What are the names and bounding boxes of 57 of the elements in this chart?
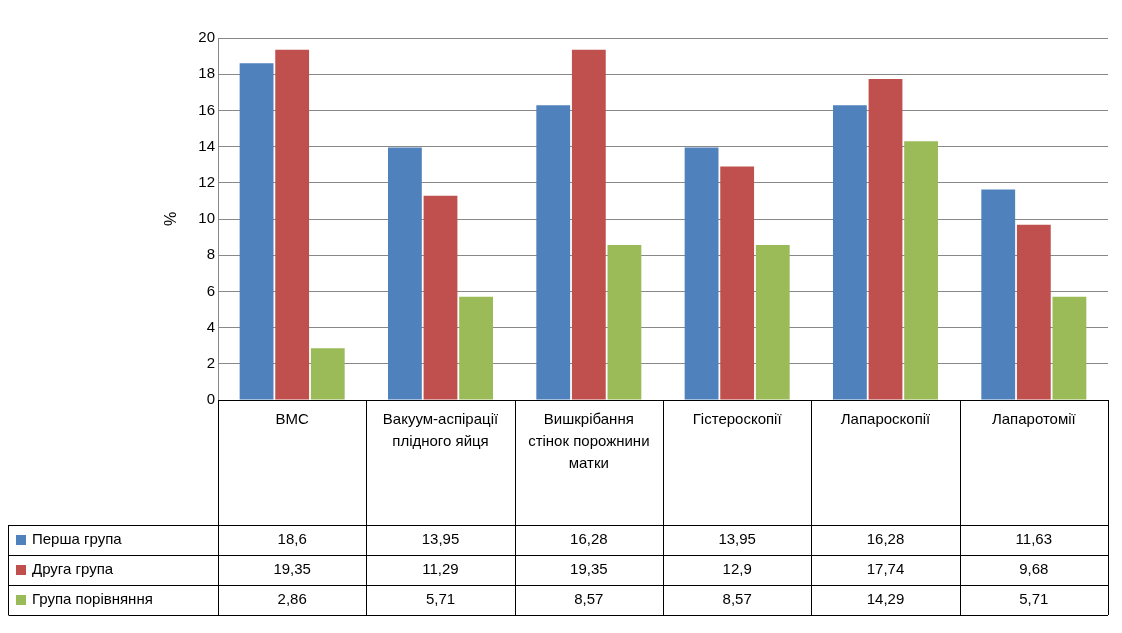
bar — [607, 244, 642, 400]
y-tick-label: 14 — [198, 136, 215, 154]
data-label: 19,35 — [570, 560, 608, 578]
legend-label: Перша група — [32, 530, 123, 548]
data-label: 11,29 — [422, 560, 459, 578]
bar — [536, 105, 571, 400]
y-tick-label: 4 — [206, 317, 215, 335]
y-tick-label: 10 — [198, 209, 215, 227]
y-axis-title: % — [162, 211, 180, 227]
x-tick-label: Лапаротомії — [991, 409, 1077, 427]
y-tick-label: 20 — [198, 28, 215, 46]
data-label: 18,6 — [277, 530, 307, 548]
y-tick-label: 2 — [206, 353, 215, 371]
bar — [1052, 296, 1087, 400]
data-label: 12,9 — [722, 560, 752, 578]
bar — [720, 166, 755, 400]
x-tick-label: ВМС — [275, 409, 309, 427]
bar — [239, 63, 274, 400]
data-label: 19,35 — [273, 560, 311, 578]
y-tick-label: 8 — [206, 245, 215, 263]
data-label: 5,71 — [425, 590, 456, 608]
legend-label: Група порівняння — [32, 590, 153, 608]
y-tick-label: 12 — [198, 172, 215, 190]
y-tick-label: 6 — [206, 281, 215, 299]
bar — [868, 78, 903, 400]
data-label: 8,57 — [574, 590, 604, 608]
x-tick-label: Лапароскопії — [840, 409, 932, 427]
data-label: 14,29 — [866, 590, 905, 608]
y-tick-label: 18 — [198, 64, 215, 82]
data-label: 2,86 — [277, 590, 307, 608]
bar — [275, 49, 310, 400]
bar — [981, 189, 1016, 400]
data-label: 17,74 — [866, 560, 905, 578]
bar — [387, 147, 422, 400]
x-tick-label: Вишкрібання стінок порожнини матки — [528, 409, 650, 471]
x-tick-label: Гістероскопії — [692, 409, 783, 427]
bar — [755, 244, 790, 400]
data-label: 16,28 — [866, 530, 905, 548]
bar — [571, 49, 606, 400]
data-label: 5,71 — [1019, 590, 1049, 608]
data-label: 8,57 — [722, 590, 752, 608]
data-label: 16,28 — [570, 530, 608, 548]
data-label: 9,68 — [1019, 560, 1049, 578]
bar — [904, 141, 939, 400]
bar — [310, 348, 345, 400]
bar — [459, 296, 494, 400]
data-label: 11,63 — [1015, 530, 1053, 548]
data-label: 13,95 — [421, 530, 460, 548]
bar — [1016, 224, 1051, 400]
bar — [832, 105, 867, 400]
legend-label: Друга група — [32, 560, 114, 578]
x-tick-label: Вакуум-аспірації плідного яйця — [382, 409, 499, 449]
y-tick-label: 16 — [198, 100, 215, 118]
y-tick-label: 0 — [206, 390, 215, 408]
data-label: 13,95 — [718, 530, 756, 548]
bar — [423, 195, 458, 400]
bar — [684, 147, 719, 400]
